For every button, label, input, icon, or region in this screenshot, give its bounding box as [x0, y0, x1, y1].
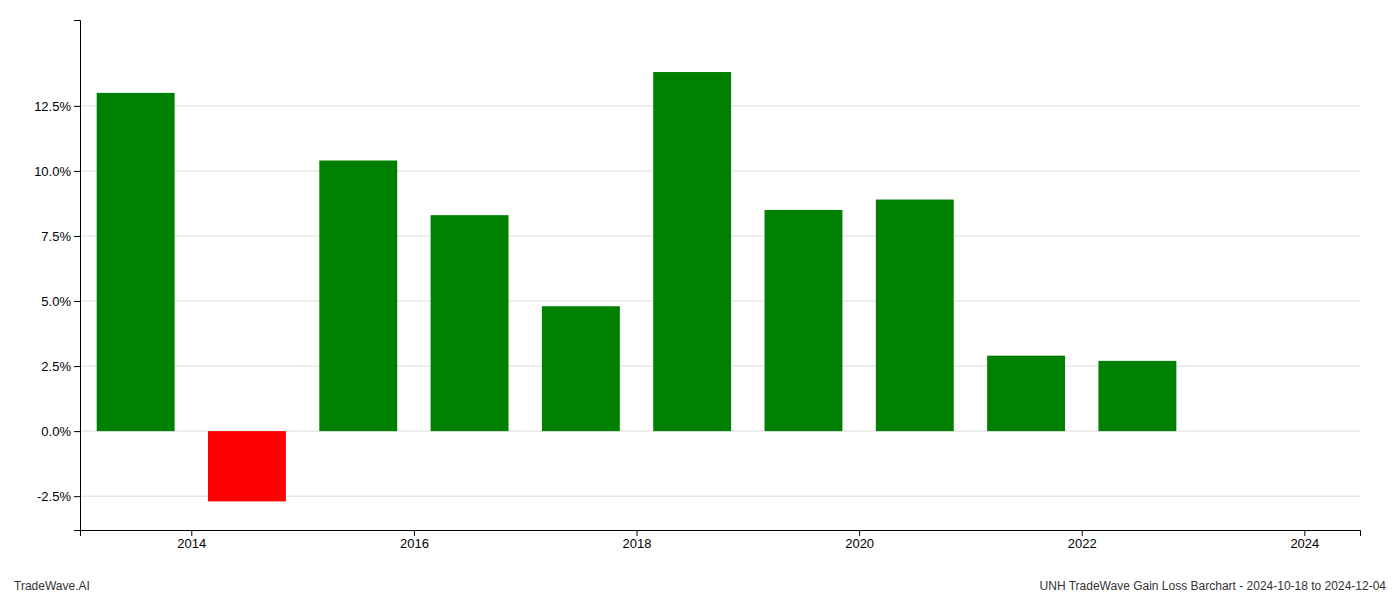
x-axis: 2014 2016 2018 2020 2022 2024: [81, 530, 1361, 551]
chart: -2.5%0.0%2.5%5.0%7.5%10.0%12.5%201420162…: [0, 0, 1400, 600]
y-tick-label: 7.5%: [41, 229, 71, 244]
y-tick-label: 2.5%: [41, 359, 71, 374]
bar: [653, 72, 731, 431]
y-tick: 7.5%: [41, 229, 80, 244]
x-tick: 2016: [400, 530, 429, 551]
y-tick-mark: [74, 171, 80, 172]
bar: [1098, 361, 1176, 431]
y-tick: 10.0%: [34, 164, 80, 179]
x-tick-mark: [1082, 530, 1083, 536]
x-tick: 2014: [177, 530, 206, 551]
x-tick: 2024: [1290, 530, 1319, 551]
x-tick-mark: [1304, 530, 1305, 536]
x-tick-mark: [191, 530, 192, 536]
y-tick-label: 0.0%: [41, 424, 71, 439]
x-tick: 2018: [623, 530, 652, 551]
bar: [876, 200, 954, 432]
y-tick-mark: [74, 301, 80, 302]
x-tick-mark: [859, 530, 860, 536]
bars: [97, 72, 1177, 501]
y-tick-mark: [74, 431, 80, 432]
y-tick-mark: [74, 496, 80, 497]
bar: [765, 210, 843, 431]
x-tick: 2020: [845, 530, 874, 551]
y-tick-mark: [74, 366, 80, 367]
x-tick-label: 2020: [845, 536, 874, 551]
bar: [319, 161, 397, 432]
x-tick-label: 2016: [400, 536, 429, 551]
y-tick: 0.0%: [41, 424, 80, 439]
bar: [987, 356, 1065, 431]
y-tick-label: 12.5%: [34, 99, 71, 114]
bar: [208, 431, 286, 501]
y-tick: 5.0%: [41, 294, 80, 309]
footer-left: TradeWave.AI: [14, 579, 90, 593]
y-tick-label: 10.0%: [34, 164, 71, 179]
y-tick: 12.5%: [34, 99, 80, 114]
bar: [97, 93, 175, 431]
x-tick-label: 2022: [1068, 536, 1097, 551]
x-tick-mark: [637, 530, 638, 536]
y-tick: -2.5%: [37, 489, 80, 504]
y-tick-label: 5.0%: [41, 294, 71, 309]
y-tick-mark: [74, 106, 80, 107]
y-tick: 2.5%: [41, 359, 80, 374]
x-tick-label: 2018: [623, 536, 652, 551]
x-tick-label: 2024: [1290, 536, 1319, 551]
y-tick-label: -2.5%: [37, 489, 71, 504]
y-tick-mark: [74, 236, 80, 237]
x-tick-mark: [414, 530, 415, 536]
bar: [431, 215, 509, 431]
bar: [542, 306, 620, 431]
x-tick: 2022: [1068, 530, 1097, 551]
y-axis-line: [74, 21, 81, 531]
y-axis: -2.5% 0.0% 2.5% 5.0% 7.5% 10.0% 12.5%: [34, 21, 80, 531]
footer-right: UNH TradeWave Gain Loss Barchart - 2024-…: [1040, 579, 1387, 593]
x-axis-line: [81, 531, 1361, 537]
x-tick-label: 2014: [177, 536, 206, 551]
